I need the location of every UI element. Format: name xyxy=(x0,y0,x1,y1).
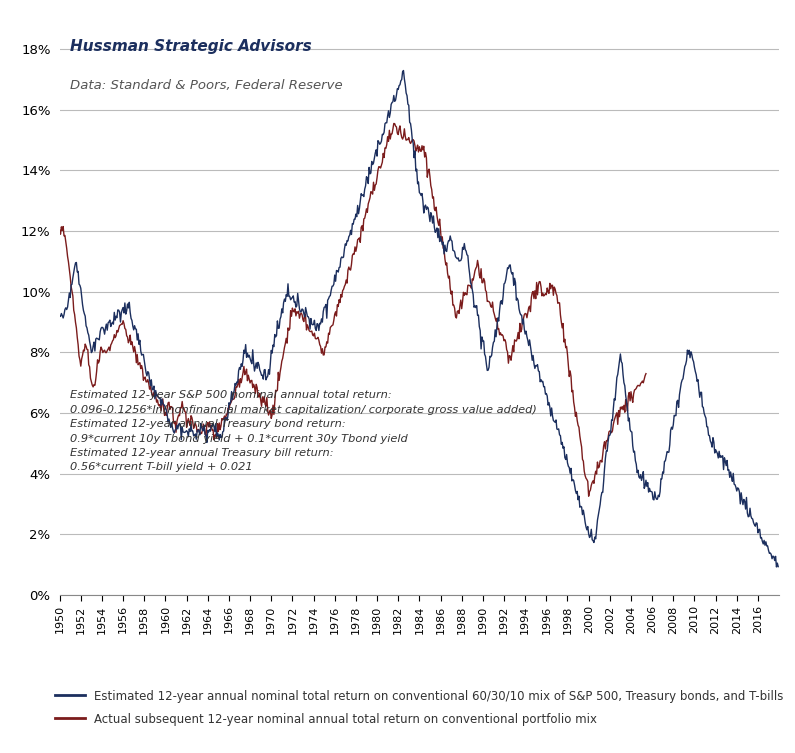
Text: Data: Standard & Poors, Federal Reserve: Data: Standard & Poors, Federal Reserve xyxy=(71,79,343,93)
Text: Estimated 12-year S&P 500 nominal annual total return:
0.096-0.1256*ln(nonfinanc: Estimated 12-year S&P 500 nominal annual… xyxy=(71,390,537,472)
Legend: Estimated 12-year annual nominal total return on conventional 60/30/10 mix of S&: Estimated 12-year annual nominal total r… xyxy=(55,690,784,725)
Text: Hussman Strategic Advisors: Hussman Strategic Advisors xyxy=(71,39,312,54)
